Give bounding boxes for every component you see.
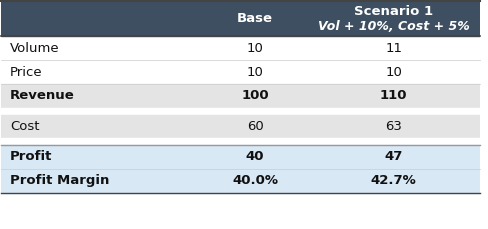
Text: 10: 10: [246, 65, 263, 79]
Bar: [1, 138, 479, 145]
Bar: [1, 108, 479, 114]
Text: Volume: Volume: [10, 42, 60, 55]
Text: 10: 10: [385, 65, 402, 79]
Text: 40: 40: [245, 150, 264, 164]
Text: 47: 47: [384, 150, 402, 164]
Text: Base: Base: [237, 12, 272, 25]
Text: Scenario 1: Scenario 1: [353, 5, 432, 18]
Bar: [1, 36, 479, 60]
Text: Profit: Profit: [10, 150, 52, 164]
Text: Vol + 10%, Cost + 5%: Vol + 10%, Cost + 5%: [317, 20, 469, 33]
Bar: [1, 145, 479, 169]
Bar: [1, 114, 479, 138]
Text: 100: 100: [241, 89, 268, 102]
Text: Profit Margin: Profit Margin: [10, 174, 109, 187]
Text: Revenue: Revenue: [10, 89, 75, 102]
Text: Cost: Cost: [10, 120, 40, 133]
Text: 60: 60: [246, 120, 263, 133]
Text: 63: 63: [385, 120, 402, 133]
Text: 42.7%: 42.7%: [370, 174, 416, 187]
Bar: [1, 169, 479, 193]
Text: 11: 11: [385, 42, 402, 55]
Text: Price: Price: [10, 65, 42, 79]
Bar: [1, 84, 479, 108]
Bar: [1, 60, 479, 84]
Bar: [1, 1, 479, 36]
Text: 110: 110: [379, 89, 407, 102]
Text: 40.0%: 40.0%: [231, 174, 278, 187]
Text: 10: 10: [246, 42, 263, 55]
